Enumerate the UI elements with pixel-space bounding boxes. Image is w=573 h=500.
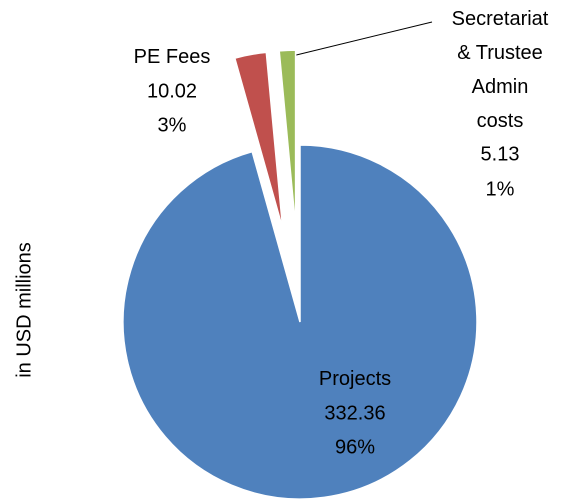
slice-category-label: PE Fees [134, 46, 211, 68]
pie-slice [278, 49, 297, 228]
slice-value-label: 332.36 [324, 402, 385, 424]
pie-slice [122, 144, 478, 500]
slice-value-label: 5.13 [481, 143, 520, 165]
slice-category-label: Projects [319, 368, 391, 390]
label-line: PE Fees [134, 46, 211, 68]
leader-line [283, 21, 433, 59]
label-line: & Trustee [457, 42, 543, 64]
label-line: Projects [319, 368, 391, 390]
slice-percent-label: 96% [335, 436, 375, 458]
pie-slice [233, 51, 284, 229]
label-line: Admin [472, 76, 529, 98]
label-line: costs [477, 110, 524, 132]
slice-percent-label: 1% [486, 178, 515, 200]
axis-label: in USD millions [13, 242, 35, 378]
label-line: Secretariat [452, 8, 549, 30]
slice-value-label: 10.02 [147, 80, 197, 102]
slice-percent-label: 3% [158, 114, 187, 136]
slice-category-label: Secretariat & Trustee Admin costs [452, 8, 549, 132]
